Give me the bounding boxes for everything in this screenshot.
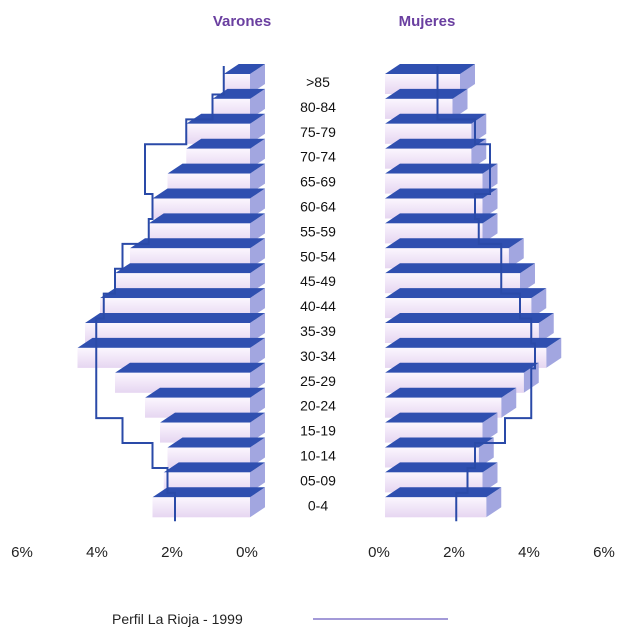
legend-label: Perfil La Rioja - 1999	[112, 611, 243, 627]
male-bar-top	[223, 64, 265, 74]
female-bar-top	[385, 337, 562, 348]
male-bar-top	[85, 313, 265, 323]
female-bar-top	[385, 163, 498, 174]
female-bar	[385, 487, 502, 518]
female-bar-top	[385, 487, 502, 498]
male-bar-top	[152, 188, 265, 199]
male-bar-top	[115, 362, 265, 373]
male-bar-top	[186, 138, 265, 149]
male-bar-top	[152, 487, 265, 498]
left-title: Varones	[213, 13, 271, 30]
age-group-label: 40-44	[300, 298, 336, 314]
male-bar-top	[145, 387, 265, 398]
x-tick-label-right: 0%	[368, 544, 390, 561]
x-tick-label-right: 4%	[518, 544, 540, 561]
male-bar-front	[152, 497, 250, 518]
age-group-labels: >85 80-84 75-79 70-74 65-69 60-64 55-59 50-54 45…	[300, 74, 336, 513]
right-title: Mujeres	[399, 13, 456, 30]
female-bar-top	[385, 113, 487, 124]
female-bar-top	[385, 412, 498, 423]
male-bar	[152, 487, 265, 518]
profile-outlines	[95, 66, 536, 522]
male-bar-top	[212, 88, 265, 99]
age-group-label: 65-69	[300, 174, 336, 190]
age-group-label: 60-64	[300, 199, 336, 215]
male-bar-top	[167, 163, 265, 174]
female-bar-front	[385, 497, 487, 518]
female-bar-top	[385, 362, 539, 373]
x-tick-label-right: 6%	[593, 544, 615, 561]
age-group-label: 0-4	[308, 497, 328, 513]
age-group-label: 20-24	[300, 398, 336, 414]
x-tick-label-left: 6%	[11, 544, 33, 561]
female-bar-top	[385, 88, 468, 99]
age-group-label: >85	[306, 74, 330, 90]
age-group-label: 80-84	[300, 99, 336, 115]
age-group-label: 30-34	[300, 348, 336, 364]
x-tick-label-left: 0%	[236, 544, 258, 561]
male-bars	[77, 64, 265, 518]
male-bar-top	[186, 113, 265, 124]
female-bar-top	[385, 188, 498, 199]
male-bar-top	[77, 337, 265, 348]
female-bar-top	[385, 387, 517, 398]
male-bar-top	[163, 462, 265, 473]
male-profile-outline	[95, 66, 225, 522]
age-group-label: 25-29	[300, 373, 336, 389]
female-bar-top	[385, 138, 487, 149]
x-axis-ticks: 6% 4% 2% 0% 0% 2% 4% 6%	[11, 544, 615, 561]
x-tick-label-left: 2%	[161, 544, 183, 561]
female-bars	[385, 64, 562, 518]
female-profile-outline	[436, 66, 536, 522]
male-bar-top	[130, 238, 265, 249]
female-bar-top	[385, 238, 524, 249]
x-tick-label-right: 2%	[443, 544, 465, 561]
female-bar-top	[385, 213, 498, 224]
male-bar-top	[148, 213, 265, 224]
age-group-label: 50-54	[300, 248, 336, 264]
age-group-label: 35-39	[300, 323, 336, 339]
male-bar-top	[115, 263, 265, 274]
male-bar-top	[167, 437, 265, 448]
female-bar-top	[385, 462, 498, 473]
age-group-label: 75-79	[300, 124, 336, 140]
female-bar-top	[385, 437, 494, 448]
female-bar-top	[385, 288, 547, 299]
age-group-label: 05-09	[300, 472, 336, 488]
age-group-label: 45-49	[300, 273, 336, 289]
legend: Perfil La Rioja - 1999	[112, 611, 448, 627]
age-group-label: 10-14	[300, 448, 336, 464]
female-bar-top	[385, 313, 554, 323]
male-bar-top	[100, 288, 265, 299]
age-group-label: 55-59	[300, 223, 336, 239]
x-tick-label-left: 4%	[86, 544, 108, 561]
male-bar-top	[160, 412, 265, 423]
female-bar-top	[385, 263, 535, 274]
age-group-label: 70-74	[300, 149, 336, 165]
age-group-label: 15-19	[300, 423, 336, 439]
female-bar-top	[385, 64, 475, 74]
